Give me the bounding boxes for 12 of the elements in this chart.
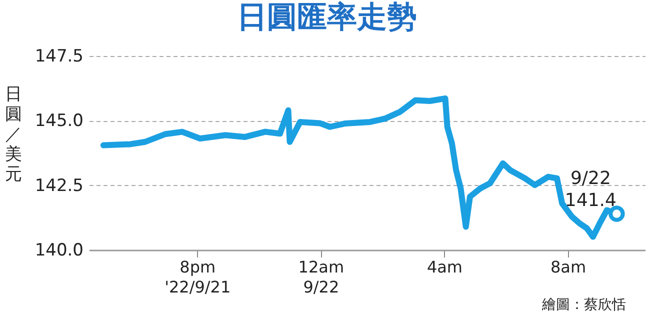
y-axis-title: 日圓／美元 bbox=[5, 84, 22, 184]
text: 繪圖：蔡欣恬 bbox=[542, 296, 626, 314]
x-tick-label: 4am bbox=[426, 258, 463, 276]
x-tick-label: 12am 9/22 bbox=[298, 258, 344, 296]
y-tick-label: 147.5 bbox=[34, 46, 84, 66]
chart-title: 日圓匯率走勢 bbox=[237, 0, 417, 35]
y-tick-label: 140.0 bbox=[34, 240, 84, 260]
x-tick-label: 8am bbox=[550, 258, 586, 276]
x-tick-label: 8pm '22/9/21 bbox=[164, 258, 231, 296]
annotation: 9/22 141.4 bbox=[564, 168, 616, 211]
y-tick-label: 145.0 bbox=[34, 111, 84, 132]
y-tick-label: 142.5 bbox=[34, 176, 84, 196]
